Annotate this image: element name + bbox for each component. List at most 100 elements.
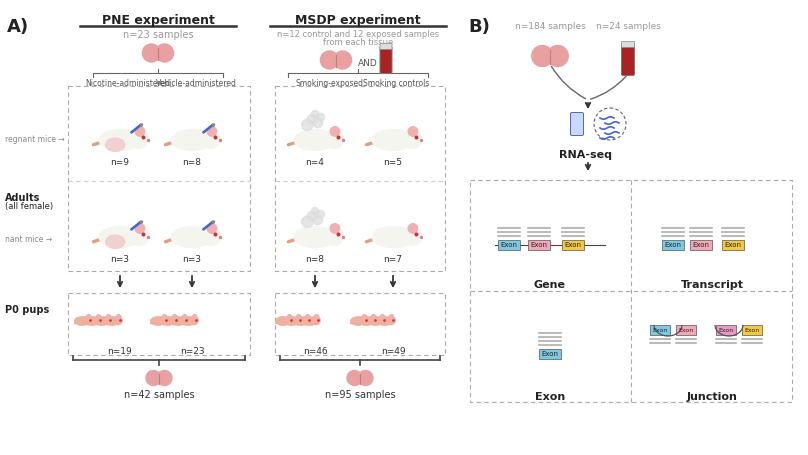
Text: n=23: n=23 [179, 347, 204, 356]
Circle shape [160, 316, 168, 324]
Circle shape [114, 316, 122, 324]
Circle shape [96, 315, 101, 319]
Ellipse shape [378, 317, 392, 325]
Text: n=8: n=8 [305, 255, 325, 264]
Ellipse shape [284, 317, 299, 325]
Ellipse shape [99, 227, 141, 248]
Circle shape [207, 224, 217, 233]
Text: Exon: Exon [718, 328, 734, 333]
FancyBboxPatch shape [621, 41, 634, 47]
Ellipse shape [181, 317, 196, 325]
Text: RNA-seq: RNA-seq [559, 150, 612, 160]
FancyBboxPatch shape [380, 44, 392, 50]
Circle shape [201, 227, 221, 246]
FancyBboxPatch shape [621, 45, 634, 76]
Text: (all female): (all female) [5, 202, 53, 212]
Text: Exon: Exon [565, 242, 582, 248]
Circle shape [307, 212, 317, 221]
Text: n=7: n=7 [384, 255, 402, 264]
Circle shape [297, 315, 301, 319]
Bar [275, 86, 445, 271]
FancyBboxPatch shape [539, 349, 561, 359]
Circle shape [330, 224, 339, 233]
Circle shape [312, 316, 320, 324]
Ellipse shape [171, 130, 213, 151]
Text: PNE experiment: PNE experiment [102, 14, 214, 27]
Circle shape [135, 224, 145, 233]
Circle shape [156, 44, 174, 62]
Circle shape [347, 370, 362, 385]
Ellipse shape [99, 130, 141, 151]
Circle shape [381, 315, 385, 319]
Ellipse shape [151, 317, 165, 325]
Ellipse shape [85, 317, 99, 325]
Circle shape [311, 207, 319, 215]
Circle shape [363, 315, 367, 319]
Text: Exon: Exon [692, 242, 709, 248]
Circle shape [317, 113, 325, 121]
FancyBboxPatch shape [722, 240, 744, 250]
Circle shape [135, 126, 145, 136]
Circle shape [107, 315, 111, 319]
Ellipse shape [105, 317, 120, 325]
Ellipse shape [106, 235, 124, 248]
Ellipse shape [303, 317, 318, 325]
Bar [275, 293, 445, 355]
Circle shape [334, 51, 351, 69]
FancyBboxPatch shape [498, 240, 520, 250]
Circle shape [157, 370, 172, 385]
Ellipse shape [294, 227, 336, 248]
FancyBboxPatch shape [650, 325, 670, 335]
Circle shape [192, 315, 196, 319]
FancyBboxPatch shape [380, 46, 392, 74]
Ellipse shape [171, 227, 213, 248]
Circle shape [314, 215, 322, 225]
Circle shape [360, 316, 368, 324]
Circle shape [305, 315, 309, 319]
Text: Exon: Exon [531, 242, 548, 248]
Text: AND: AND [358, 59, 378, 67]
Circle shape [183, 315, 187, 319]
Ellipse shape [294, 130, 336, 151]
FancyBboxPatch shape [662, 240, 684, 250]
Circle shape [129, 227, 149, 246]
Circle shape [378, 316, 386, 324]
Circle shape [180, 316, 188, 324]
Circle shape [532, 46, 553, 66]
Ellipse shape [95, 317, 109, 325]
Circle shape [301, 119, 313, 131]
Text: Smoking controls: Smoking controls [363, 79, 429, 88]
Circle shape [84, 316, 92, 324]
Text: n=42 samples: n=42 samples [124, 390, 194, 400]
Text: Vehicle-administered: Vehicle-administered [156, 79, 237, 88]
Circle shape [317, 210, 325, 218]
Ellipse shape [276, 317, 290, 325]
Text: Smoking-exposed: Smoking-exposed [296, 79, 364, 88]
Text: Exon: Exon [500, 242, 517, 248]
Circle shape [402, 130, 422, 148]
Text: n=4: n=4 [305, 158, 325, 167]
Circle shape [547, 46, 568, 66]
Circle shape [170, 316, 179, 324]
Text: Junction: Junction [687, 392, 738, 402]
Circle shape [116, 315, 120, 319]
Ellipse shape [161, 317, 175, 325]
Text: Gene: Gene [534, 280, 566, 290]
FancyBboxPatch shape [570, 112, 583, 136]
Ellipse shape [368, 317, 383, 325]
Circle shape [311, 111, 319, 118]
Circle shape [303, 316, 311, 324]
Circle shape [408, 126, 418, 136]
Circle shape [201, 130, 221, 148]
Text: n=19: n=19 [107, 347, 133, 356]
Text: n=3: n=3 [111, 255, 129, 264]
Text: Adults: Adults [5, 193, 40, 203]
Text: Exon: Exon [652, 328, 667, 333]
Text: Exon: Exon [679, 328, 693, 333]
Text: Exon: Exon [535, 392, 565, 402]
Circle shape [294, 316, 302, 324]
Text: Exon: Exon [664, 242, 681, 248]
Circle shape [387, 316, 395, 324]
Circle shape [307, 114, 317, 124]
Text: Nicotine-administered: Nicotine-administered [86, 79, 170, 88]
